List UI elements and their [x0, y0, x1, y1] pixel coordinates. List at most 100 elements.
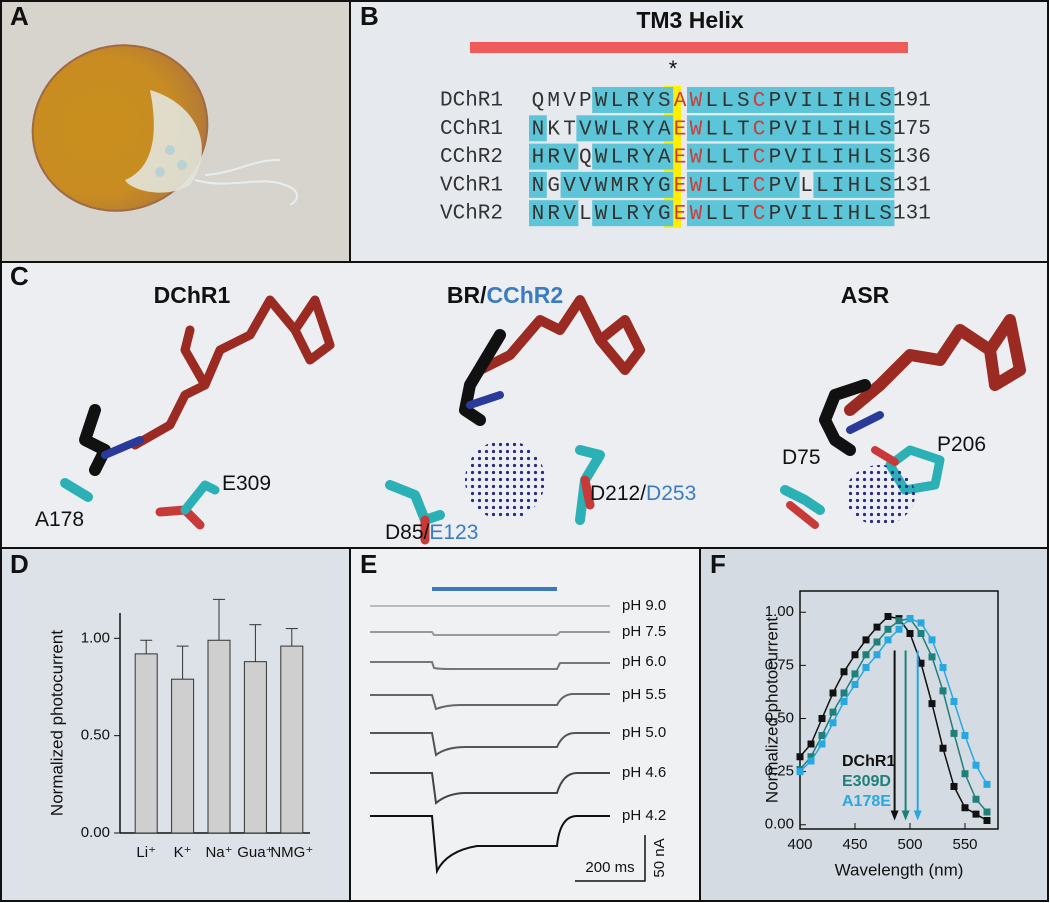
- conserved-highlight: [687, 115, 895, 142]
- data-point: [950, 729, 958, 737]
- data-point: [895, 625, 903, 633]
- data-point: [807, 753, 815, 761]
- alignment-rows: DChR1 Q M V P W L R Y S A W L L S C P V I L I H L S 191 CChR1 N K T V…: [440, 87, 931, 227]
- sequence-name: CChR2: [440, 146, 503, 169]
- y-axis-label: Normalized photocurrent: [762, 617, 781, 803]
- alignment-marker: *: [669, 56, 678, 81]
- data-point: [873, 623, 881, 631]
- data-point: [873, 651, 881, 659]
- conserved-highlight: [529, 171, 547, 198]
- y-tick-label: 0.00: [81, 824, 110, 841]
- helix-bar: [470, 42, 908, 53]
- data-point: [939, 687, 947, 695]
- residue-label-part: D75: [782, 446, 821, 469]
- trace-label: pH 4.2: [622, 807, 666, 824]
- bar: [171, 678, 195, 834]
- data-point: [818, 732, 826, 739]
- trace-label: pH 5.0: [622, 724, 666, 741]
- structure-title: ASR: [841, 282, 890, 308]
- data-point: [829, 719, 837, 727]
- data-point: [796, 753, 804, 761]
- y-tick-label: 0.25: [765, 763, 794, 780]
- current-scale: 50 nA: [651, 838, 668, 877]
- data-point: [939, 744, 947, 752]
- residue-label: D85/E123: [385, 521, 478, 544]
- structure-title-part: BR/: [447, 282, 487, 308]
- bar: [243, 661, 267, 834]
- structure-title-part: ASR: [841, 282, 890, 308]
- data-point: [884, 636, 892, 644]
- sequence-number: 191: [893, 90, 931, 113]
- data-point: [928, 653, 936, 661]
- data-point: [807, 740, 815, 748]
- conserved-highlight: [592, 200, 674, 227]
- data-point: [873, 638, 881, 646]
- data-point: [972, 795, 980, 803]
- data-point: [884, 613, 892, 620]
- data-point: [851, 651, 859, 659]
- residue-label-part: D85/: [385, 521, 430, 544]
- y-tick-label: 0.75: [765, 656, 794, 673]
- fit-line: [799, 617, 988, 785]
- peak-arrowhead: [890, 810, 899, 821]
- data-point: [950, 698, 958, 705]
- data-point: [917, 630, 925, 637]
- data-point: [906, 615, 914, 623]
- data-point: [818, 715, 826, 722]
- conserved-highlight: [592, 87, 674, 113]
- residue-label-part: E309: [222, 472, 271, 495]
- structure-title-part: CChR2: [486, 282, 563, 308]
- data-point: [950, 783, 958, 790]
- x-tick-label: 450: [842, 836, 867, 853]
- trace-label: pH 4.6: [622, 764, 666, 781]
- panel-label: E: [360, 549, 377, 579]
- conserved-highlight: [687, 143, 895, 170]
- residue-label-part: D253: [646, 482, 696, 505]
- data-point: [862, 636, 870, 644]
- trace-label: pH 6.0: [622, 653, 666, 670]
- y-tick-label: 1.00: [81, 629, 110, 646]
- structure-title: BR/CChR2: [447, 282, 563, 308]
- data-point: [972, 761, 980, 769]
- data-point: [917, 619, 925, 627]
- residue-label: D212/D253: [590, 482, 696, 505]
- x-tick-label: Li⁺: [136, 844, 156, 861]
- x-tick-label: 550: [952, 836, 977, 853]
- sequence-number: 131: [893, 203, 931, 226]
- time-scale: 200 ms: [585, 859, 634, 876]
- bar: [207, 639, 231, 834]
- data-point: [851, 681, 859, 688]
- structure-title-part: DChR1: [154, 282, 231, 308]
- structure-labels: DChR1 A178 E309 BR/CChR2 D85/E123 D212/D253 AS…: [35, 282, 986, 543]
- trace-label: pH 9.0: [622, 597, 666, 614]
- residue-label: E309: [222, 472, 271, 495]
- alignment-title: TM3 Helix: [636, 7, 744, 33]
- data-point: [851, 670, 859, 678]
- data-point: [983, 780, 991, 788]
- data-point: [972, 810, 980, 818]
- residue-label: A178: [35, 508, 84, 531]
- legend-entry: DChR1: [842, 753, 895, 770]
- conserved-highlight: [560, 171, 674, 198]
- conserved-highlight: [687, 200, 895, 227]
- plot-frame: [799, 590, 999, 830]
- x-tick-label: Gua⁺: [237, 844, 273, 861]
- fit-line: [799, 617, 988, 813]
- y-tick-label: 0.50: [81, 727, 110, 744]
- sequence-number: 175: [893, 118, 931, 141]
- peak-arrowhead: [913, 810, 922, 821]
- data-point: [818, 740, 826, 748]
- sequence-name: CChR1: [440, 118, 503, 141]
- cell-image: [31, 44, 298, 212]
- data-point: [862, 664, 870, 671]
- residue-label: D75: [782, 446, 821, 469]
- structure-title: DChR1: [154, 282, 231, 308]
- panel-f: [699, 547, 1049, 902]
- data-point: [895, 617, 903, 625]
- x-tick-label: 500: [897, 836, 922, 853]
- data-point: [829, 708, 837, 716]
- y-axis-label: Normalized photocurrent: [47, 630, 66, 816]
